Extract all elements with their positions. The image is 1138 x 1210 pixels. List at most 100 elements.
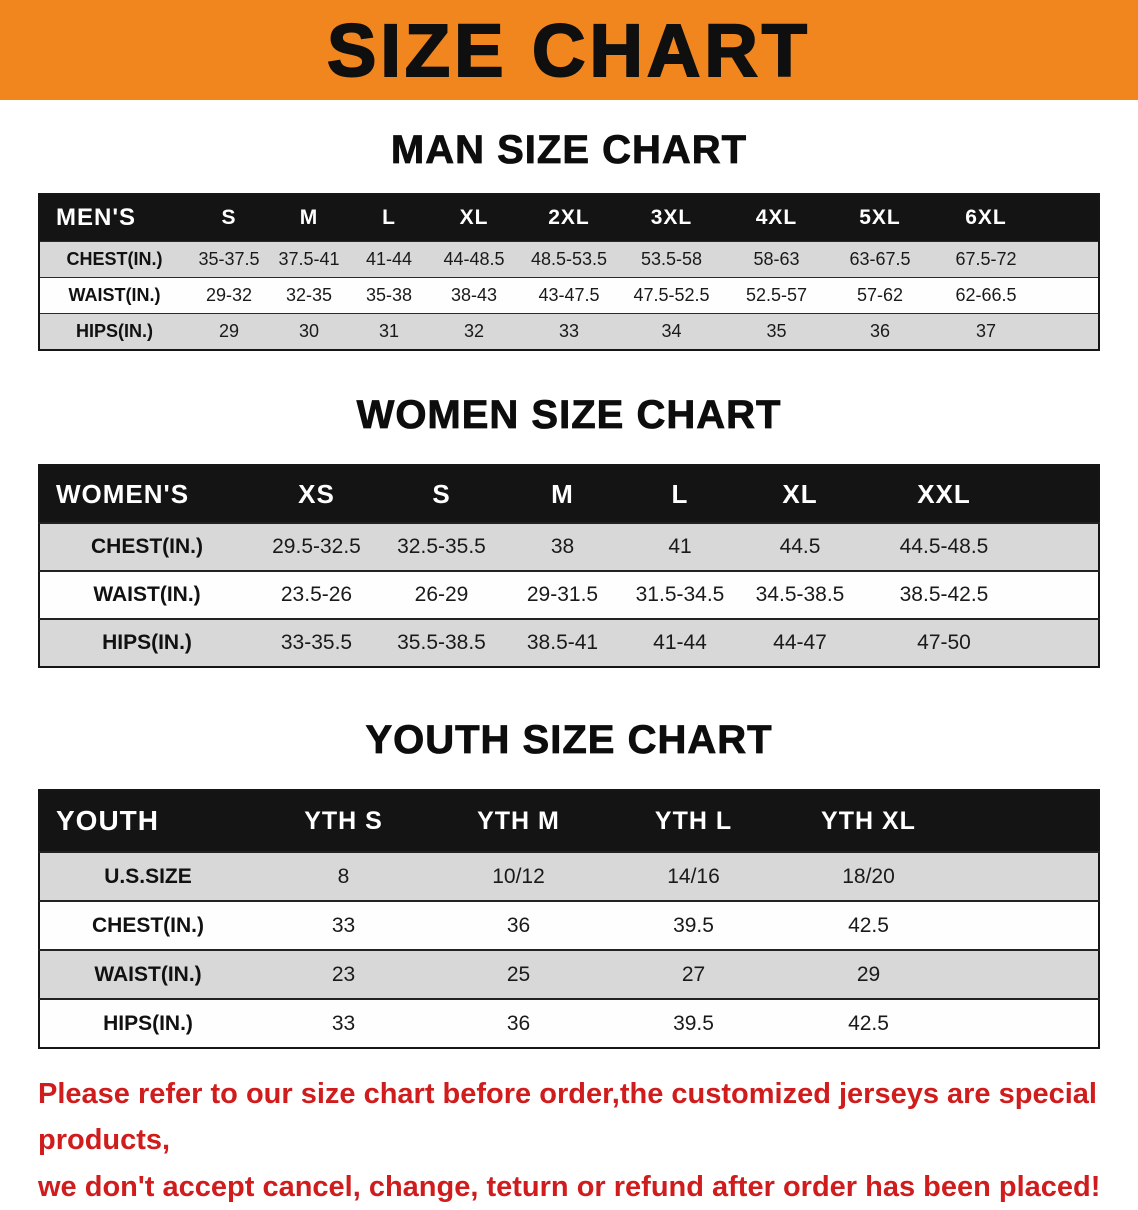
value-cell: 34.5-38.5: [755, 583, 845, 606]
women-waist-row: WAIST(IN.) 23.5-26 26-29 29-31.5 31.5-34…: [39, 571, 1099, 619]
youth-ussize-row: U.S.SIZE 8 10/12 14/16 18/20: [39, 852, 1099, 901]
empty-cell: [1041, 242, 1099, 278]
value-cell: 39.5: [673, 1011, 714, 1035]
value-cell: 39.5: [673, 913, 714, 937]
value-cell: 57-62: [856, 285, 904, 305]
women-section: WOMEN SIZE CHART WOMEN'S XS S M L XL XXL: [0, 393, 1138, 668]
size-col-header: 5XL: [829, 194, 931, 242]
size-col-header: YTH L: [606, 790, 781, 852]
youth-hips-row: HIPS(IN.) 33 36 39.5 42.5: [39, 999, 1099, 1048]
value-cell: 42.5: [848, 913, 889, 937]
empty-cell: [1027, 619, 1099, 667]
size-col-header: YTH XL: [781, 790, 956, 852]
empty-header-cell: [1041, 194, 1099, 242]
value-cell: 31.5-34.5: [635, 583, 725, 606]
value-cell: 47-50: [917, 631, 971, 654]
value-cell: 35-37.5: [198, 249, 260, 269]
value-cell: 33-35.5: [280, 631, 353, 654]
youth-header-row: YOUTH YTH S YTH M YTH L YTH XL: [39, 790, 1099, 852]
value-cell: 14/16: [667, 864, 720, 888]
value-cell: 44-48.5: [443, 249, 505, 269]
value-cell: 18/20: [842, 864, 895, 888]
value-cell: 38-43: [450, 285, 498, 305]
value-cell: 33: [331, 913, 356, 937]
men-hips-row: HIPS(IN.) 29 30 31 32 33 34 35 36 37: [39, 313, 1099, 350]
size-col-header: XL: [739, 465, 861, 523]
empty-cell: [1041, 278, 1099, 314]
size-col-header: YTH M: [431, 790, 606, 852]
value-cell: 33: [331, 1011, 356, 1035]
empty-cell: [1027, 523, 1099, 571]
size-col-header: XXL: [861, 465, 1027, 523]
women-section-heading: WOMEN SIZE CHART: [356, 393, 782, 438]
value-cell: 67.5-72: [955, 249, 1017, 269]
row-label: WAIST(IN.): [68, 285, 161, 305]
size-col-header: XL: [429, 194, 519, 242]
value-cell: 29-31.5: [526, 583, 599, 606]
value-cell: 41-44: [653, 631, 707, 654]
value-cell: 23.5-26: [280, 583, 353, 606]
value-cell: 27: [681, 962, 706, 986]
women-table-title: WOMEN'S: [39, 465, 254, 523]
row-label: WAIST(IN.): [94, 962, 202, 986]
youth-section: YOUTH SIZE CHART YOUTH YTH S YTH M YTH L…: [0, 718, 1138, 1049]
men-header-row: MEN'S S M L XL 2XL 3XL 4XL 5XL 6XL: [39, 194, 1099, 242]
value-cell: 29-32: [205, 285, 253, 305]
page-title: SIZE CHART: [326, 8, 811, 93]
man-section: MAN SIZE CHART MEN'S S M L XL 2XL 3XL 4X…: [0, 128, 1138, 351]
value-cell: 48.5-53.5: [530, 249, 608, 269]
size-col-header: S: [189, 194, 269, 242]
value-cell: 36: [506, 913, 531, 937]
men-waist-row: WAIST(IN.) 29-32 32-35 35-38 38-43 43-47…: [39, 277, 1099, 314]
disclaimer-line-1: Please refer to our size chart before or…: [38, 1078, 1097, 1157]
size-col-header: 6XL: [931, 194, 1041, 242]
value-cell: 29.5-32.5: [272, 535, 361, 558]
value-cell: 23: [331, 962, 356, 986]
size-col-header: L: [621, 465, 739, 523]
row-label: CHEST(IN.): [91, 535, 203, 558]
empty-cell: [1027, 571, 1099, 619]
empty-header-cell: [956, 790, 1099, 852]
row-label: CHEST(IN.): [92, 913, 204, 937]
banner: SIZE CHART: [0, 0, 1138, 100]
value-cell: 31: [378, 321, 400, 341]
women-header-row: WOMEN'S XS S M L XL XXL: [39, 465, 1099, 523]
size-col-header: YTH S: [256, 790, 431, 852]
women-chest-row: CHEST(IN.) 29.5-32.5 32.5-35.5 38 41 44.…: [39, 523, 1099, 571]
youth-chest-row: CHEST(IN.) 33 36 39.5 42.5: [39, 901, 1099, 950]
youth-size-table: YOUTH YTH S YTH M YTH L YTH XL U.S.SIZE …: [38, 789, 1100, 1049]
value-cell: 58-63: [753, 249, 800, 269]
disclaimer-line-2: we don't accept cancel, change, teturn o…: [38, 1170, 1101, 1203]
value-cell: 38.5-42.5: [899, 583, 989, 606]
youth-table-title: YOUTH: [39, 790, 256, 852]
value-cell: 36: [506, 1011, 531, 1035]
value-cell: 32-35: [285, 285, 333, 305]
value-cell: 44.5: [779, 535, 821, 558]
value-cell: 47.5-52.5: [633, 285, 710, 305]
value-cell: 8: [337, 864, 350, 888]
value-cell: 29: [218, 321, 240, 341]
youth-section-heading: YOUTH SIZE CHART: [365, 718, 773, 763]
youth-waist-row: WAIST(IN.) 23 25 27 29: [39, 950, 1099, 999]
row-label: U.S.SIZE: [104, 864, 192, 888]
value-cell: 29: [856, 962, 881, 986]
size-col-header: S: [379, 465, 504, 523]
value-cell: 44.5-48.5: [899, 535, 989, 558]
empty-header-cell: [1027, 465, 1099, 523]
value-cell: 38.5-41: [526, 631, 599, 654]
value-cell: 32: [463, 321, 485, 341]
men-chest-row: CHEST(IN.) 35-37.5 37.5-41 41-44 44-48.5…: [39, 241, 1099, 278]
value-cell: 63-67.5: [849, 249, 911, 269]
row-label: HIPS(IN.): [102, 631, 192, 654]
value-cell: 35: [766, 321, 787, 341]
value-cell: 26-29: [414, 583, 469, 606]
empty-cell: [956, 852, 1099, 901]
value-cell: 35-38: [365, 285, 413, 305]
value-cell: 33: [558, 321, 580, 341]
men-table-title: MEN'S: [39, 194, 189, 242]
size-col-header: XS: [254, 465, 379, 523]
size-col-header: L: [349, 194, 429, 242]
value-cell: 32.5-35.5: [397, 535, 486, 558]
value-cell: 36: [869, 321, 891, 341]
value-cell: 38: [550, 535, 575, 558]
